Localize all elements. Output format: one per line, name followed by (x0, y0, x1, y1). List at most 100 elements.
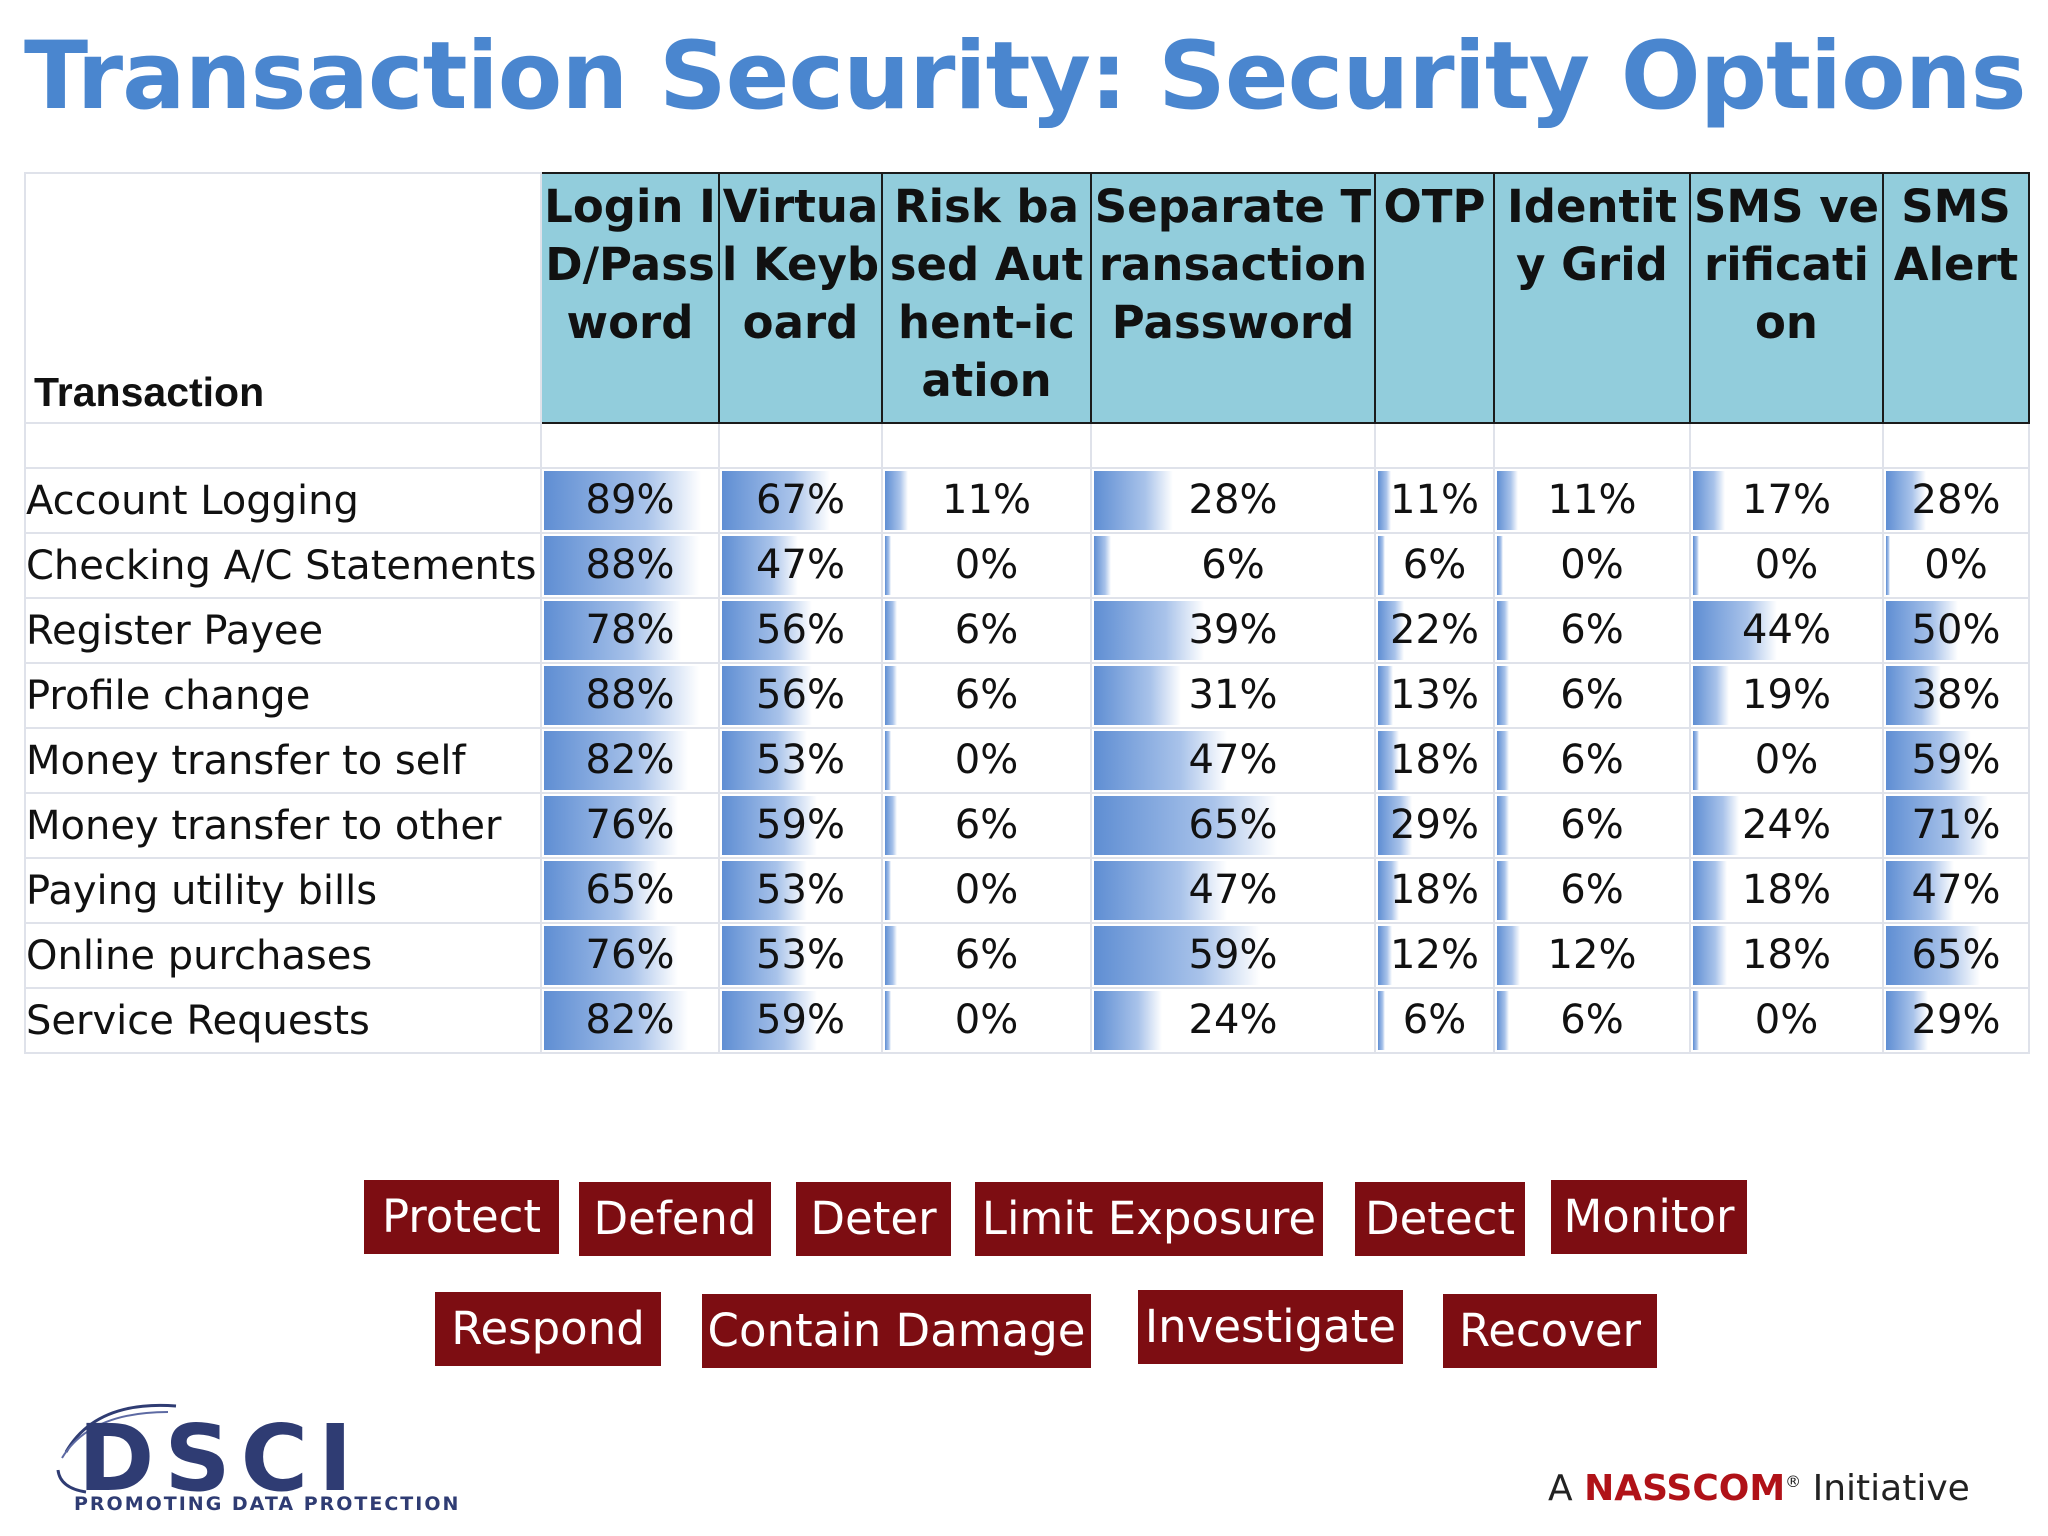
table-row: Service Requests 82% 59% 0% 24% 6% 6% 0% 29% (24, 987, 2030, 1054)
value-cell: 53% (718, 922, 883, 989)
data-bar (1378, 731, 1400, 790)
value-label: 29% (1911, 997, 2001, 1043)
data-bar (1497, 536, 1503, 595)
value-cell: 6% (1090, 532, 1376, 599)
value-cell: 0% (1882, 532, 2030, 599)
data-bar (1094, 471, 1173, 530)
spacer-cell (540, 422, 720, 469)
value-label: 6% (954, 932, 1019, 978)
footer-credit: A NASSCOM® Initiative (1548, 1468, 1970, 1509)
data-bar (722, 861, 808, 920)
data-bar (885, 861, 892, 920)
data-bar (1094, 731, 1227, 790)
data-bar (885, 471, 908, 530)
value-cell: 11% (1493, 467, 1691, 534)
data-bar (722, 666, 813, 725)
value-cell: 47% (1090, 857, 1376, 924)
column-header: Identity Grid (1493, 172, 1691, 424)
value-cell: 76% (540, 922, 720, 989)
value-label: 6% (1560, 867, 1624, 913)
spacer-cell (881, 422, 1092, 469)
value-cell: 0% (1493, 532, 1691, 599)
value-label: 18% (1742, 932, 1831, 978)
dsci-logo: DSCI (56, 1403, 352, 1512)
value-cell: 28% (1090, 467, 1376, 534)
value-cell: 12% (1374, 922, 1495, 989)
spacer-cell (718, 422, 883, 469)
value-label: 0% (954, 997, 1019, 1043)
table-row: Account Logging 89% 67% 11% 28% 11% 11% 17% 28% (24, 467, 2030, 534)
value-cell: 18% (1374, 727, 1495, 794)
value-label: 67% (756, 477, 845, 523)
value-label: 17% (1742, 477, 1831, 523)
data-bar (544, 536, 699, 595)
spacer-cell (24, 422, 542, 469)
table-row: Register Payee 78% 56% 6% 39% 22% 6% 44% 50% (24, 597, 2030, 664)
value-label: 11% (1547, 477, 1637, 523)
column-header: Separate Transaction Password (1090, 172, 1376, 424)
data-bar (1094, 536, 1111, 595)
data-bar (885, 536, 892, 595)
data-bar (1497, 796, 1509, 855)
value-label: 59% (756, 802, 845, 848)
value-label: 18% (1390, 737, 1479, 783)
tag-limit-exposure: Limit Exposure (975, 1182, 1323, 1256)
data-bar (885, 796, 898, 855)
value-label: 65% (585, 867, 675, 913)
value-label: 44% (1742, 607, 1831, 653)
data-bar (1886, 861, 1954, 920)
header-row: Transaction Login ID/Password Virtual Key… (24, 172, 2030, 424)
value-label: 89% (585, 477, 675, 523)
value-cell: 0% (881, 727, 1092, 794)
value-cell: 65% (540, 857, 720, 924)
row-label: Account Logging (24, 467, 542, 534)
value-label: 39% (1188, 607, 1278, 653)
value-cell: 39% (1090, 597, 1376, 664)
data-bar (885, 926, 898, 985)
value-label: 0% (1560, 542, 1624, 588)
value-label: 18% (1742, 867, 1831, 913)
value-cell: 6% (881, 662, 1092, 729)
data-bar (544, 731, 689, 790)
data-bar (1886, 926, 1980, 985)
value-cell: 88% (540, 532, 720, 599)
registered-mark: ® (1785, 1472, 1802, 1491)
value-cell: 47% (718, 532, 883, 599)
row-label: Paying utility bills (24, 857, 542, 924)
value-label: 6% (1560, 607, 1624, 653)
data-bar (1886, 601, 1958, 660)
value-label: 53% (756, 932, 845, 978)
value-label: 65% (1188, 802, 1278, 848)
value-label: 53% (756, 737, 845, 783)
value-label: 19% (1742, 672, 1831, 718)
data-bar (544, 471, 701, 530)
tag-detect: Detect (1355, 1182, 1525, 1256)
table-row: Online purchases 76% 53% 6% 59% 12% 12% 18% 65% (24, 922, 2030, 989)
data-bar (1497, 666, 1509, 725)
value-cell: 67% (718, 467, 883, 534)
data-bar (1886, 731, 1971, 790)
data-bar (544, 601, 682, 660)
data-bar (885, 601, 898, 660)
value-cell: 56% (718, 662, 883, 729)
value-label: 6% (1560, 997, 1624, 1043)
data-bar (1094, 991, 1162, 1050)
value-cell: 0% (881, 857, 1092, 924)
value-cell: 19% (1689, 662, 1884, 729)
value-label: 11% (1390, 477, 1479, 523)
value-cell: 6% (1493, 727, 1691, 794)
value-cell: 47% (1882, 857, 2030, 924)
value-cell: 0% (1689, 532, 1884, 599)
footer-suffix: Initiative (1812, 1468, 1970, 1509)
data-bar (1378, 926, 1393, 985)
value-label: 59% (1911, 737, 2001, 783)
data-bar (1693, 731, 1699, 790)
value-cell: 78% (540, 597, 720, 664)
data-bar (544, 666, 699, 725)
value-cell: 6% (1493, 987, 1691, 1054)
value-label: 53% (756, 867, 845, 913)
tag-monitor: Monitor (1551, 1180, 1747, 1254)
data-bar (1693, 926, 1728, 985)
value-cell: 29% (1374, 792, 1495, 859)
value-cell: 38% (1882, 662, 2030, 729)
